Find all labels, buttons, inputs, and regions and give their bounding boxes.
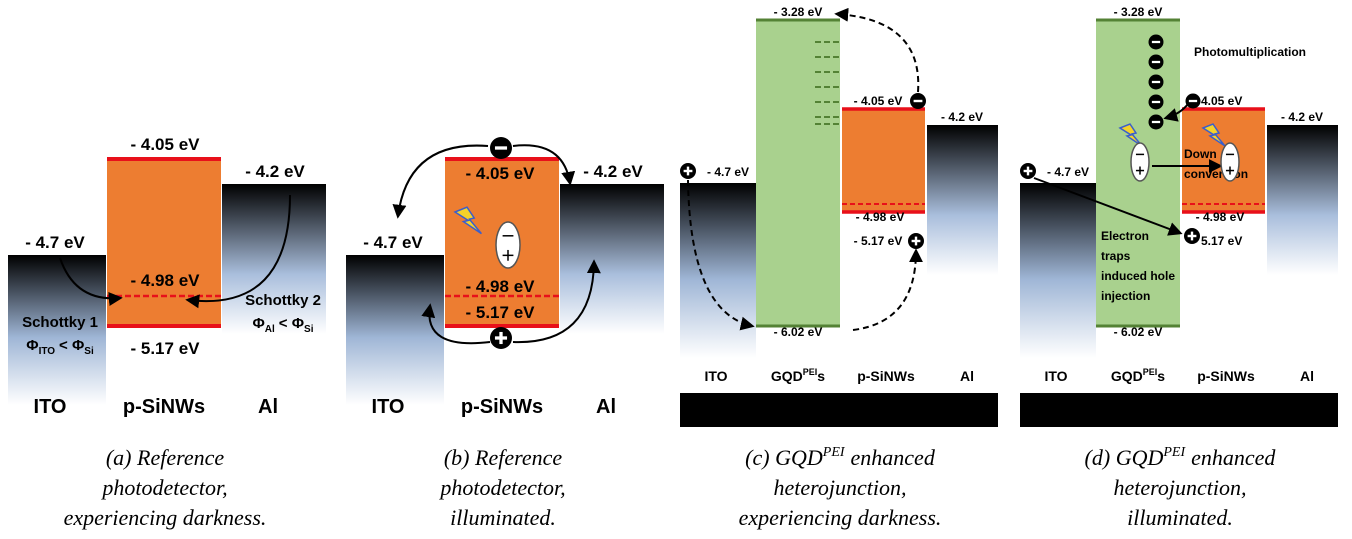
caption-line: experiencing darkness. (739, 505, 942, 530)
energy-label: - 4.2 eV (583, 162, 643, 181)
layer-label: Al (960, 368, 974, 384)
arrow (837, 14, 918, 92)
annotation: Photomultiplication (1194, 45, 1306, 59)
exciton (1131, 143, 1149, 181)
sub: ITO (39, 346, 56, 357)
layer-text: s (1157, 368, 1165, 384)
arrow (853, 251, 916, 330)
layer-text: s (817, 368, 825, 384)
layer-label: p-SiNWs (123, 396, 205, 418)
energy-label: - 4.98 eV (466, 277, 536, 296)
caption-line: (a) Reference (106, 445, 225, 470)
layer-text: GQD (771, 368, 803, 384)
energy-label: - 6.02 eV (774, 325, 823, 339)
caption-sup: PEI (822, 445, 846, 460)
annotation: Down (1184, 147, 1217, 161)
figure: ITO p-SiNWs Al - 4.2 eV - 4.7 eV - 4.05 eV - 4… (0, 0, 1352, 539)
caption-line: (c) GQDPEI enhanced (745, 445, 936, 470)
layer-sup: PEI (1143, 367, 1158, 377)
energy-label: - 4.05 eV (131, 135, 201, 154)
bias-sign: + (1028, 401, 1039, 421)
caption-line: photodetector, (438, 475, 565, 500)
caption-text: (d) GQD (1085, 445, 1164, 470)
layer-label: p-SiNWs (857, 368, 915, 384)
energy-label: - 6.02 eV (1114, 325, 1163, 339)
bias-sign: - (1322, 401, 1328, 421)
al-band (1267, 125, 1338, 275)
caption-text: (c) GQD (745, 445, 823, 470)
energy-label: - 4.7 eV (1047, 165, 1089, 179)
layer-label: ITO (34, 396, 67, 418)
energy-label: - 4.98 eV (131, 271, 201, 290)
caption-line: photodetector, (100, 475, 227, 500)
energy-label: - 4.2 eV (941, 110, 983, 124)
caption-text: enhanced (851, 445, 936, 470)
al-band (222, 184, 326, 334)
caption-line: experiencing darkness. (64, 505, 267, 530)
annotation: traps (1101, 249, 1131, 263)
relation: < Φ (279, 315, 304, 332)
sub: Si (84, 346, 94, 357)
annotation: induced hole (1101, 269, 1175, 283)
layer-label: p-SiNWs (461, 396, 543, 418)
energy-label: - 4.98 eV (856, 210, 905, 224)
ito-band (346, 255, 444, 405)
caption-sup: PEI (1162, 445, 1186, 460)
schottky-title: Schottky 1 (22, 314, 98, 331)
gqd-band (756, 20, 840, 326)
caption-line: illuminated. (1127, 505, 1233, 530)
energy-label: - 4.05 eV (466, 164, 536, 183)
annotation: Electron (1101, 229, 1149, 243)
energy-label: - 3.28 eV (774, 5, 823, 19)
energy-label: - 4.98 eV (1196, 210, 1245, 224)
annotation: injection (1101, 289, 1150, 303)
phi: Φ (26, 337, 38, 354)
energy-label: - 4.7 eV (363, 233, 423, 252)
layer-sup: PEI (803, 367, 818, 377)
bias-sign: + (688, 401, 699, 421)
layer-label: Al (1300, 368, 1314, 384)
schottky-title: Schottky 2 (245, 292, 321, 309)
energy-label: - 5.17 eV (1194, 234, 1243, 248)
phi: Φ (252, 315, 264, 332)
layer-label: ITO (704, 368, 727, 384)
energy-label: - 4.2 eV (245, 162, 305, 181)
relation: < Φ (59, 337, 84, 354)
sub: Si (304, 324, 314, 335)
layer-label: ITO (372, 396, 405, 418)
caption-line: (d) GQDPEI enhanced (1085, 445, 1277, 470)
layer-label: GQDPEIs (1111, 367, 1165, 384)
si-band (842, 109, 925, 213)
exciton (496, 222, 520, 268)
energy-label: - 3.28 eV (1114, 5, 1163, 19)
exciton (1221, 143, 1239, 181)
al-band (560, 184, 664, 334)
energy-label: - 4.7 eV (707, 165, 749, 179)
layer-label: GQDPEIs (771, 367, 825, 384)
energy-label: - 4.05 eV (1194, 94, 1243, 108)
al-band (927, 125, 998, 275)
energy-label: - 5.17 eV (466, 303, 536, 322)
layer-text: GQD (1111, 368, 1143, 384)
energy-label: - 5.17 eV (131, 339, 201, 358)
ito-band (680, 183, 756, 358)
layer-label: Al (258, 396, 278, 418)
bias-sign: - (982, 401, 988, 421)
ito-band (1020, 183, 1096, 358)
bias-label: Reverse bias (784, 401, 895, 421)
layer-label: Al (596, 396, 616, 418)
layer-label: p-SiNWs (1197, 368, 1255, 384)
caption-line: illuminated. (450, 505, 556, 530)
layer-label: ITO (1044, 368, 1067, 384)
caption-line: heterojunction, (774, 475, 907, 500)
caption-line: heterojunction, (1114, 475, 1247, 500)
energy-label: - 4.05 eV (854, 94, 903, 108)
caption-text: enhanced (1191, 445, 1276, 470)
energy-label: - 4.7 eV (25, 233, 85, 252)
energy-label: - 4.2 eV (1281, 110, 1323, 124)
caption-line: (b) Reference (444, 445, 563, 470)
sub: Al (265, 324, 275, 335)
energy-label: - 5.17 eV (854, 234, 903, 248)
bias-label: Reverse bias (1124, 401, 1235, 421)
